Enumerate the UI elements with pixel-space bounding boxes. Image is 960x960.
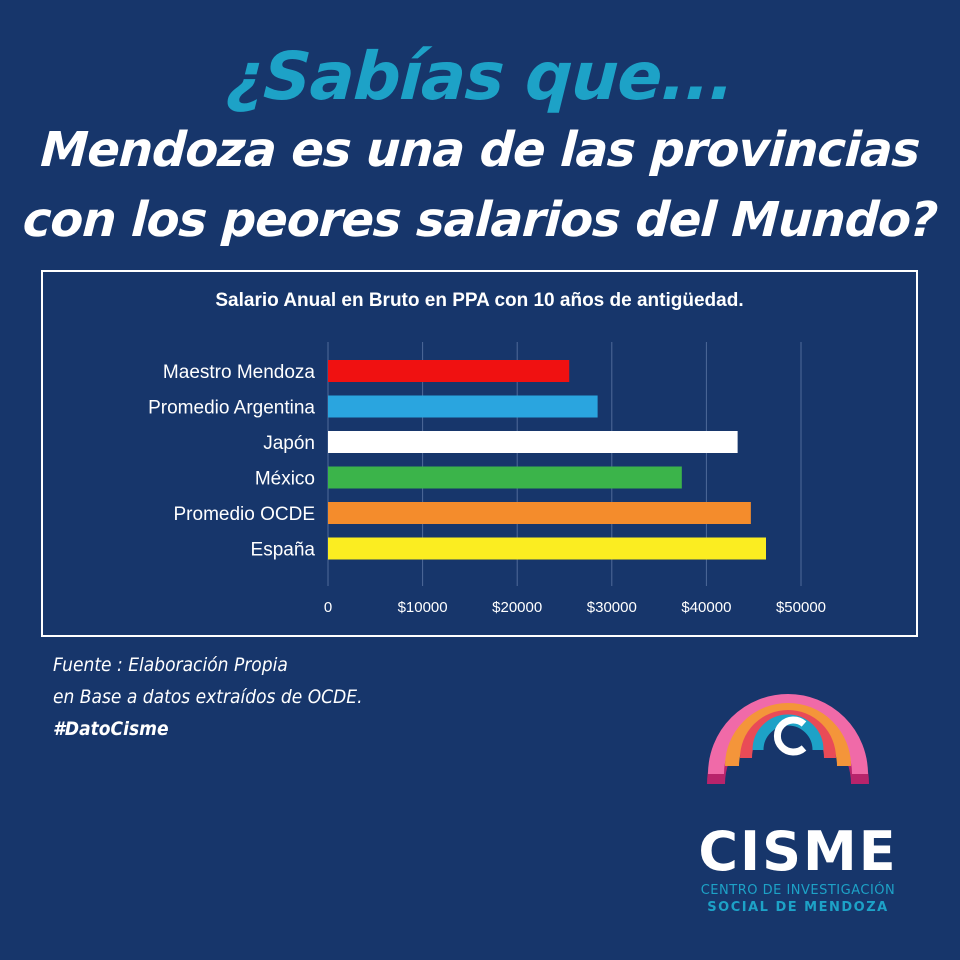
- logo-subtitle-2: SOCIAL DE MENDOZA: [707, 900, 889, 915]
- headline-line-2: con los peores salarios del Mundo?: [21, 192, 939, 248]
- chart-panel: Salario Anual en Bruto en PPA con 10 año…: [41, 270, 918, 637]
- cisme-logo: CISME CENTRO DE INVESTIGACIÓN SOCIAL DE …: [676, 684, 920, 924]
- bar-5: [328, 537, 766, 560]
- category-label-4: Promedio OCDE: [174, 504, 316, 525]
- source-line-1: Fuente : Elaboración Propia: [53, 654, 288, 676]
- tick-label-0: 0: [324, 599, 332, 616]
- bar-3: [328, 466, 682, 489]
- tick-label-2: $20000: [492, 599, 542, 616]
- bar-chart: Maestro Mendoza Promedio Argentina Japón Mé…: [148, 342, 826, 616]
- bar-2: [328, 431, 738, 453]
- headline-line-1: Mendoza es una de las provincias: [39, 122, 921, 178]
- source-line-2: en Base a datos extraídos de OCDE.: [53, 686, 363, 708]
- rainbow-arc-icon: [707, 694, 869, 785]
- category-label-1: Promedio Argentina: [148, 398, 315, 419]
- bar-0: [328, 360, 570, 382]
- category-label-0: Maestro Mendoza: [163, 362, 316, 383]
- tick-label-3: $30000: [587, 599, 637, 616]
- chart-title: Salario Anual en Bruto en PPA con 10 año…: [215, 290, 744, 311]
- category-label-5: España: [251, 540, 316, 561]
- tick-label-4: $40000: [681, 599, 731, 616]
- tick-label-5: $50000: [776, 599, 826, 616]
- bar-4: [328, 502, 751, 524]
- logo-subtitle-1: CENTRO DE INVESTIGACIÓN: [700, 883, 896, 898]
- logo-name: CISME: [698, 820, 898, 883]
- tick-label-1: $10000: [398, 599, 448, 616]
- category-label-3: México: [255, 469, 315, 490]
- hashtag: #DatoCisme: [53, 718, 169, 740]
- bar-1: [328, 395, 598, 418]
- headline-question: ¿Sabías que...: [224, 38, 736, 115]
- category-label-2: Japón: [263, 433, 315, 454]
